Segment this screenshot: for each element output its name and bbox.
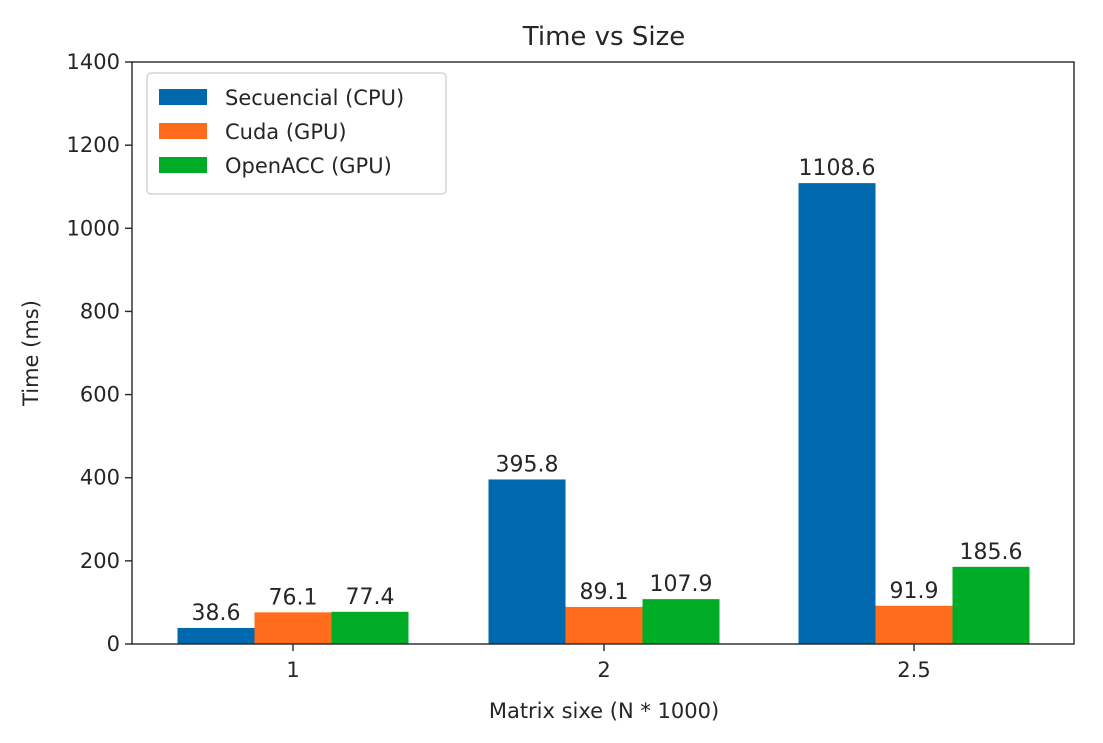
x-tick-label: 2.5 — [897, 658, 930, 682]
data-label: 91.9 — [890, 579, 939, 604]
legend-swatch — [159, 89, 207, 105]
legend-label: Secuencial (CPU) — [225, 86, 404, 110]
bar — [952, 566, 1030, 644]
y-tick-label: 0 — [107, 632, 120, 656]
x-tick-label: 2 — [597, 658, 610, 682]
y-tick-label: 1000 — [67, 216, 120, 240]
legend: Secuencial (CPU) Cuda (GPU) OpenACC (GPU) — [146, 72, 447, 195]
y-tick-label: 1200 — [67, 133, 120, 157]
legend-label: Cuda (GPU) — [225, 120, 347, 144]
bar — [798, 183, 876, 644]
y-tick-label: 400 — [80, 466, 120, 490]
data-label: 107.9 — [650, 572, 713, 597]
legend-swatch — [159, 123, 207, 139]
legend-box — [146, 72, 447, 195]
x-tick-label: 1 — [286, 658, 299, 682]
y-axis-label: Time (ms) — [19, 300, 43, 407]
bar — [331, 611, 409, 644]
bar — [875, 605, 953, 644]
bar — [488, 479, 566, 644]
y-axis: 0 200 400 600 800 1000 1200 1400 — [67, 50, 132, 656]
bar — [565, 606, 643, 644]
x-axis-label: Matrix sixe (N * 1000) — [489, 699, 719, 723]
data-label: 1108.6 — [799, 156, 876, 181]
bar — [254, 612, 332, 644]
legend-label: OpenACC (GPU) — [225, 154, 392, 178]
y-tick-label: 800 — [80, 299, 120, 323]
data-label: 395.8 — [496, 452, 559, 477]
chart-title: Time vs Size — [522, 22, 685, 52]
x-axis: 1 2 2.5 — [286, 644, 931, 682]
plot-area-frame — [131, 61, 1075, 645]
y-tick-label: 200 — [80, 549, 120, 573]
bar — [177, 627, 255, 644]
legend-swatch — [159, 157, 207, 173]
data-label: 77.4 — [346, 585, 395, 610]
bar — [642, 599, 720, 644]
data-label-group: 38.6 395.8 1108.6 76.1 89.1 91.9 77.4 107.9 185.… — [192, 156, 1023, 626]
data-label: 76.1 — [269, 585, 318, 610]
bar-group — [177, 183, 1030, 644]
y-tick-label: 1400 — [67, 50, 120, 74]
data-label: 89.1 — [580, 580, 629, 605]
data-label: 185.6 — [960, 540, 1023, 565]
data-label: 38.6 — [192, 601, 241, 626]
y-tick-label: 600 — [80, 383, 120, 407]
